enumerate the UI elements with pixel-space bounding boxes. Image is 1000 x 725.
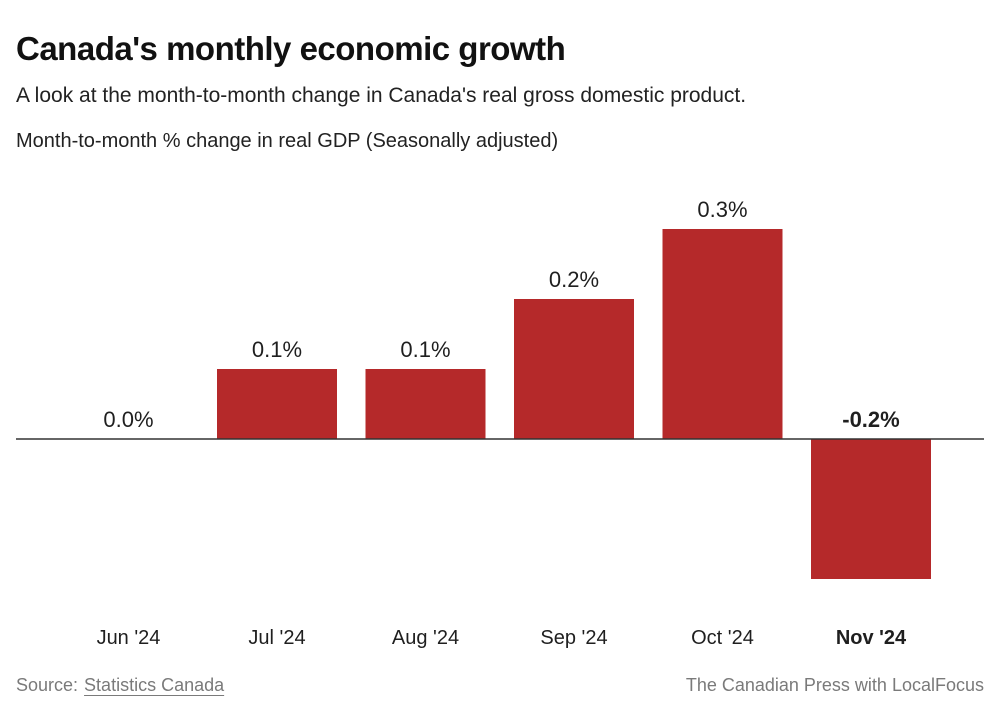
value-label-3: 0.2% <box>549 267 599 292</box>
value-label-0: 0.0% <box>103 407 153 432</box>
value-label-2: 0.1% <box>400 337 450 362</box>
category-label-2: Aug '24 <box>392 627 459 649</box>
category-label-1: Jul '24 <box>248 627 305 649</box>
value-labels-group: 0.0% 0.1% 0.1% 0.2% 0.3% -0.2% <box>103 197 899 432</box>
chart-subtitle: A look at the month-to-month change in C… <box>16 84 747 107</box>
y-axis-label: Month-to-month % change in real GDP (Sea… <box>16 130 559 152</box>
category-label-3: Sep '24 <box>540 627 607 649</box>
category-label-5: Nov '24 <box>836 627 907 649</box>
category-labels-group: Jun '24 Jul '24 Aug '24 Sep '24 Oct '24 Nov '… <box>97 627 907 649</box>
bar-2 <box>365 369 486 439</box>
chart-title: Canada's monthly economic growth <box>16 30 566 67</box>
value-label-5: -0.2% <box>842 407 899 432</box>
bar-5 <box>811 439 931 579</box>
bar-4 <box>662 229 783 439</box>
category-label-4: Oct '24 <box>691 627 754 649</box>
value-label-1: 0.1% <box>252 337 302 362</box>
bar-1 <box>217 369 337 439</box>
value-label-4: 0.3% <box>697 197 747 222</box>
source-attribution: Source: Statistics Canada <box>16 675 224 696</box>
category-label-0: Jun '24 <box>97 627 161 649</box>
source-link[interactable]: Statistics Canada <box>84 675 225 695</box>
bars-group <box>217 229 931 579</box>
source-label: Source: <box>16 675 79 695</box>
bar-3 <box>514 299 634 439</box>
credit-text: The Canadian Press with LocalFocus <box>685 675 984 695</box>
